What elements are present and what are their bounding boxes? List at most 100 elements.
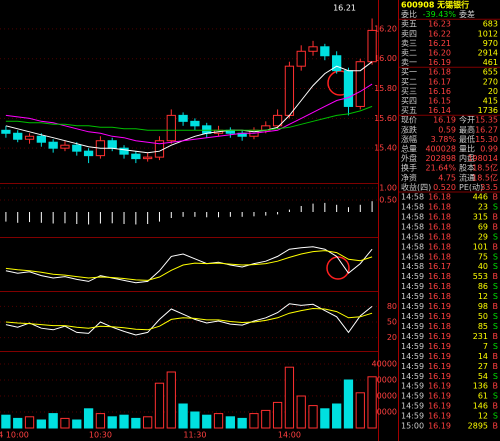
volume-bar <box>24 416 35 429</box>
book-price: 16.23 <box>428 20 451 29</box>
candle-body <box>13 132 23 140</box>
candle-body <box>119 147 129 155</box>
volume-bar <box>355 392 365 429</box>
stat-value: 0.520 <box>433 183 456 192</box>
trade-time: 14:58 <box>401 252 424 261</box>
highlight-circle <box>326 256 350 280</box>
candle-body <box>60 144 70 149</box>
stat-label: 换手 <box>401 163 417 173</box>
trade-side: B <box>493 222 499 231</box>
y-tick-label: 1.00 <box>379 184 397 193</box>
trade-volume: 27 <box>478 362 488 371</box>
trade-side: S <box>493 372 498 381</box>
trade-time: 14:59 <box>401 272 424 281</box>
volume-bar <box>367 376 377 429</box>
book-volume: 655 <box>483 68 498 77</box>
volume-bar <box>225 416 235 429</box>
trade-price: 16.19 <box>428 302 451 311</box>
volume-bar <box>320 408 330 429</box>
volume-bar <box>143 416 153 429</box>
volume-bar <box>332 403 342 429</box>
volume-bar <box>308 405 318 429</box>
book-volume: 270 <box>483 77 498 86</box>
trade-time: 14:59 <box>401 302 424 311</box>
trade-time: 14:59 <box>401 342 424 351</box>
volume-bar <box>131 417 141 429</box>
book-label: 买二 <box>401 77 417 86</box>
stat-label: 净资 <box>401 172 417 182</box>
trade-side: S <box>493 322 498 331</box>
volume-bar <box>272 401 283 429</box>
book-price: 16.20 <box>428 49 451 58</box>
stock-header: 600908 无锡银行 <box>401 0 469 10</box>
candle-body <box>343 70 354 107</box>
trade-volume: 136 <box>473 382 488 391</box>
trade-price: 16.19 <box>428 372 451 381</box>
stat-value: 0.99 <box>480 145 498 154</box>
stat-label: 外盘 <box>401 153 417 163</box>
volume-bar <box>343 379 354 429</box>
trade-price: 16.18 <box>428 292 451 301</box>
book-volume: 683 <box>483 20 498 29</box>
book-volume: 415 <box>483 97 498 106</box>
trade-time: 14:58 <box>401 212 424 221</box>
book-label: 买一 <box>401 68 417 77</box>
book-price: 16.16 <box>428 87 451 96</box>
volume-bar <box>296 395 306 429</box>
trade-time: 14:59 <box>401 412 424 421</box>
book-price: 16.21 <box>428 39 451 48</box>
stat-label: 量比 <box>459 144 475 154</box>
trade-price: 16.19 <box>428 392 451 401</box>
volume-bar <box>190 411 200 429</box>
volume-bar <box>237 417 247 429</box>
book-label: 买五 <box>401 106 417 115</box>
volume-bar <box>249 413 259 429</box>
candle-body <box>332 55 342 72</box>
trade-price: 16.18 <box>428 222 451 231</box>
trade-price: 16.18 <box>428 232 451 241</box>
book-label: 买四 <box>401 97 417 106</box>
trade-price: 16.18 <box>428 202 451 211</box>
stat-value: 16.27 <box>475 125 498 134</box>
stat-value: 202898 <box>425 154 456 163</box>
trade-side: B <box>493 193 499 202</box>
stat-label: 收益(四) <box>401 182 431 192</box>
trade-side: S <box>493 392 498 401</box>
trade-side: S <box>493 262 498 271</box>
trade-volume: 40 <box>478 262 488 271</box>
book-label: 卖一 <box>401 58 417 67</box>
trade-price: 16.18 <box>428 252 451 261</box>
volume-bar <box>36 419 46 429</box>
candle-body <box>166 114 176 142</box>
candle-body <box>83 150 94 157</box>
volume-bar <box>119 414 129 429</box>
trade-volume: 23 <box>478 202 488 211</box>
book-volume: 1736 <box>478 106 498 115</box>
stat-label: 今开 <box>459 115 475 125</box>
trade-time: 14:58 <box>401 202 424 211</box>
trade-time: 14:59 <box>401 362 424 371</box>
trade-time: 14:59 <box>401 322 424 331</box>
stat-value: 16.19 <box>433 116 456 125</box>
candle-body <box>24 135 35 140</box>
candle-body <box>131 153 141 160</box>
stat-label: 股本 <box>459 163 475 173</box>
volume-bar <box>261 409 271 429</box>
trade-volume: 101 <box>473 242 488 251</box>
stat-value: 18.5亿 <box>472 172 498 182</box>
trade-time: 14:58 <box>401 222 424 231</box>
trade-side: S <box>493 412 498 421</box>
trade-side: B <box>493 422 499 431</box>
y-tick-label: 16.00 <box>374 54 397 63</box>
value: -39.43% <box>423 10 457 19</box>
trade-price: 16.19 <box>428 332 451 341</box>
candle-body <box>355 61 365 107</box>
trade-time: 14:59 <box>401 332 424 341</box>
trade-volume: 61 <box>478 392 488 401</box>
stat-value: 15.35 <box>475 116 498 125</box>
trade-side: S <box>493 312 498 321</box>
candle-body <box>143 156 153 160</box>
trade-time: 14:59 <box>401 352 424 361</box>
